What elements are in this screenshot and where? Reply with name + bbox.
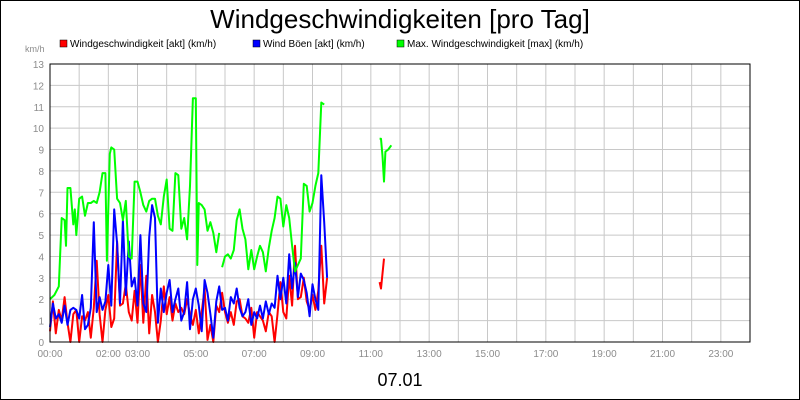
legend-label-max-speed: Max. Windgeschwindigkeit [max] (km/h) (407, 39, 583, 50)
x-tick-label: 02:00 (96, 349, 121, 360)
x-tick-label: 05:00 (183, 349, 208, 360)
legend-item-max-speed: Max. Windgeschwindigkeit [max] (km/h) (396, 39, 583, 50)
legend-label-gusts: Wind Böen [akt] (km/h) (263, 39, 365, 50)
x-tick-label: 21:00 (650, 349, 675, 360)
y-tick-label: 7 (38, 188, 44, 199)
y-tick-label: 12 (33, 81, 45, 92)
x-tick-label: 00:00 (37, 349, 62, 360)
chart-title: Windgeschwindigkeiten [pro Tag] (210, 4, 590, 34)
y-axis-unit: km/h (25, 44, 45, 54)
y-tick-label: 4 (38, 252, 44, 263)
legend-swatch-max-speed (396, 39, 405, 48)
y-tick-label: 0 (38, 338, 44, 349)
legend-item-wind-speed: Windgeschwindigkeit [akt] (km/h) (59, 39, 216, 50)
x-tick-label: 17:00 (533, 349, 558, 360)
x-tick-label: 11:00 (359, 349, 384, 360)
series-segment (379, 137, 393, 183)
y-tick-label: 11 (34, 103, 45, 114)
y-tick-label: 10 (33, 124, 45, 135)
x-axis-date-label: 07.01 (377, 370, 422, 390)
x-axis-ticks: 00:00 02:00 03:00 05:00 07:00 09:00 11:00 13:00… (37, 349, 733, 360)
series-segment (49, 174, 329, 339)
series-line-gusts (49, 174, 329, 339)
y-tick-label: 2 (38, 295, 44, 306)
y-tick-label: 1 (38, 317, 44, 328)
legend-swatch-gusts (252, 39, 261, 48)
series-segment (49, 97, 221, 300)
legend-swatch-wind-speed (59, 39, 68, 48)
y-tick-label: 8 (38, 167, 44, 178)
legend-label-wind-speed: Windgeschwindigkeit [akt] (km/h) (70, 39, 216, 50)
legend: Windgeschwindigkeit [akt] (km/h) Wind Bö… (59, 39, 583, 50)
plot-area (49, 63, 751, 343)
y-tick-label: 3 (38, 274, 44, 285)
legend-item-gusts: Wind Böen [akt] (km/h) (252, 39, 365, 50)
x-tick-label: 19:00 (592, 349, 617, 360)
x-tick-label: 23:00 (708, 349, 733, 360)
series-segment (378, 258, 385, 290)
x-tick-label: 09:00 (300, 349, 325, 360)
x-tick-label: 07:00 (242, 349, 267, 360)
series-line-max-speed (49, 97, 393, 300)
x-tick-label: 03:00 (125, 349, 150, 360)
y-tick-label: 6 (38, 210, 44, 221)
y-tick-label: 5 (38, 231, 44, 242)
series-segment (221, 101, 325, 273)
x-tick-label: 15:00 (475, 349, 500, 360)
y-tick-label: 9 (38, 146, 44, 157)
x-tick-label: 13:00 (417, 349, 442, 360)
series-lines (49, 97, 393, 343)
y-tick-label: 13 (33, 60, 45, 71)
